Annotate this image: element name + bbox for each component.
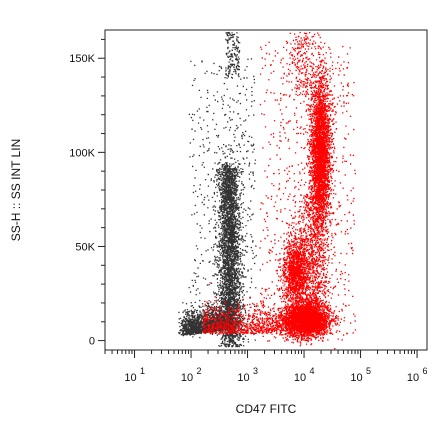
x-tick-label: 10: [237, 372, 249, 384]
y-tick-label: 150K: [69, 53, 95, 65]
x-tick-exponent: 2: [197, 366, 202, 376]
y-tick-label: 50K: [75, 241, 95, 253]
x-tick-label: 10: [294, 372, 306, 384]
y-axis-label: SS-H :: SS INT LIN: [9, 139, 23, 241]
x-tick-exponent: 1: [140, 366, 145, 376]
x-tick-label: 10: [350, 372, 362, 384]
dark-population-points: [178, 31, 258, 348]
scatter-points: [178, 31, 357, 350]
x-tick-exponent: 3: [253, 366, 258, 376]
x-axis-label: CD47 FITC: [236, 402, 297, 416]
plot-frame: [104, 29, 428, 351]
x-tick-exponent: 4: [310, 366, 315, 376]
red-population-points: [202, 31, 357, 350]
x-axis: 10 1 10 2 10 3 10 4 10 5 10 6: [104, 350, 428, 384]
y-tick-label: 0: [89, 336, 95, 348]
y-axis: 0 50K 100K 150K: [69, 38, 105, 348]
x-tick-exponent: 6: [423, 366, 428, 376]
x-tick-label: 10: [124, 372, 136, 384]
y-tick-label: 100K: [69, 147, 95, 159]
x-tick-exponent: 5: [366, 366, 371, 376]
x-tick-label: 10: [407, 372, 419, 384]
x-tick-label: 10: [181, 372, 193, 384]
